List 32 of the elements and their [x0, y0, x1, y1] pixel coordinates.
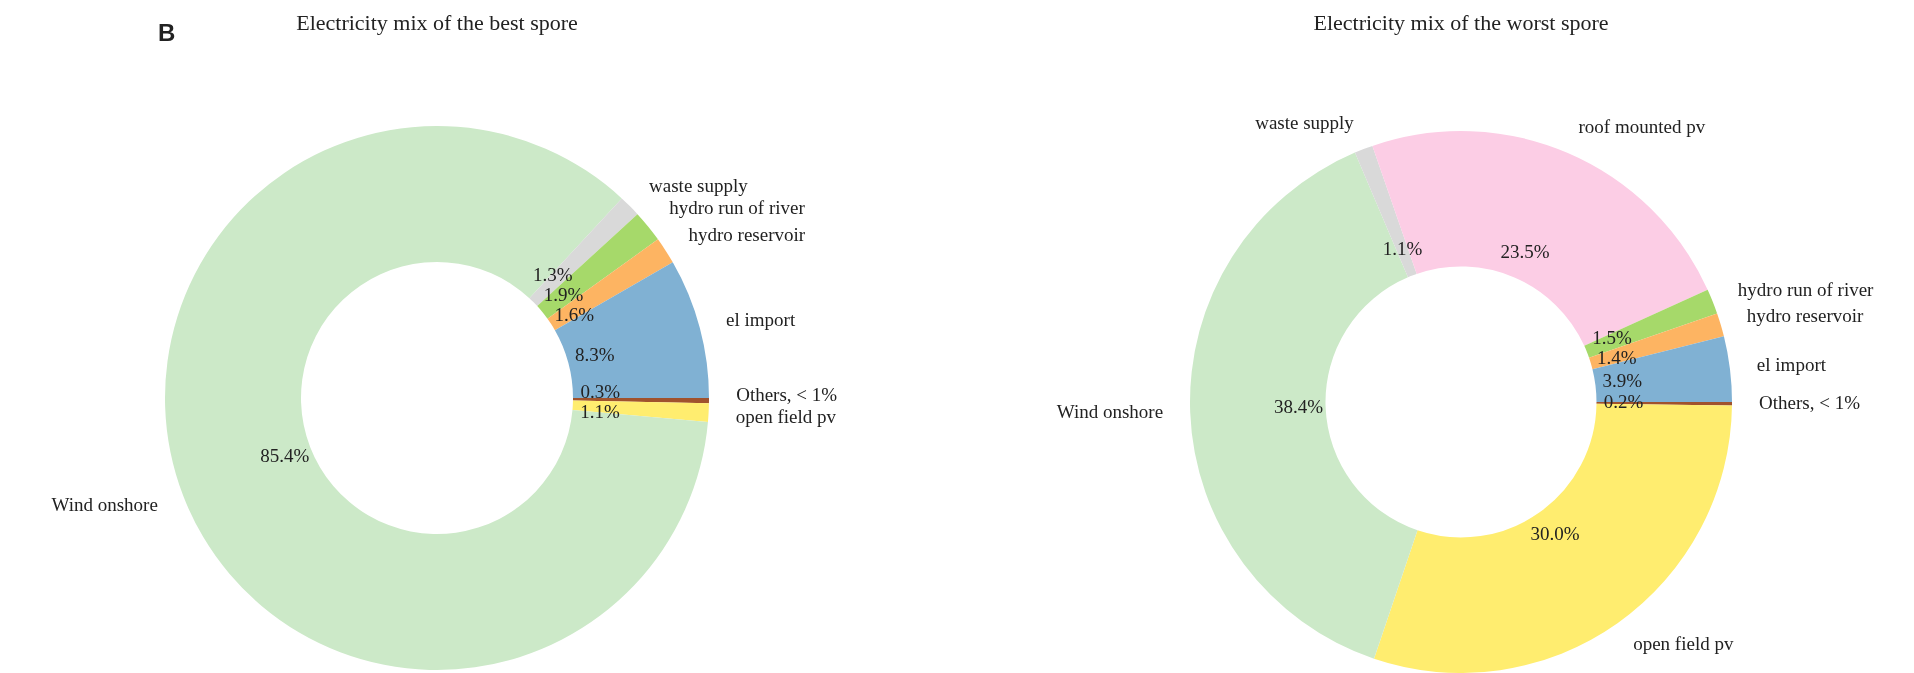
slice-label: el import	[1756, 353, 1827, 375]
chart-title: Electricity mix of the best spore	[296, 9, 578, 35]
slice-label: open field pv	[1633, 633, 1734, 655]
slice-label: open field pv	[735, 406, 837, 428]
text: B	[158, 18, 176, 46]
slice-label: Wind onshore	[51, 493, 158, 515]
data-label: 30.0%	[1530, 522, 1580, 544]
slice-label: Others, < 1%	[1759, 391, 1861, 413]
slice-label: Wind onshore	[1056, 401, 1164, 423]
slice-label: waste supply	[649, 174, 749, 196]
slice-label: el import	[726, 308, 796, 330]
data-label: 0.3%	[580, 381, 621, 403]
data-label: 8.3%	[574, 343, 615, 365]
data-label: 0.2%	[1603, 391, 1644, 413]
data-label: 38.4%	[1273, 396, 1324, 418]
chart-title: Electricity mix of the worst spore	[1313, 9, 1609, 35]
data-label: 85.4%	[260, 444, 310, 466]
slice-label: hydro reservoir	[688, 223, 806, 245]
data-label: 1.1%	[580, 401, 620, 423]
slice-label: Others, < 1%	[736, 384, 838, 406]
data-label: 1.5%	[1592, 326, 1632, 348]
data-label: 1.3%	[532, 263, 573, 285]
slice-label: waste supply	[1255, 111, 1355, 133]
data-label: 1.4%	[1597, 346, 1637, 368]
data-label: 1.9%	[543, 283, 584, 305]
slice-label: roof mounted pv	[1578, 116, 1706, 138]
slice-label: hydro reservoir	[1746, 305, 1865, 327]
data-label: 23.5%	[1500, 240, 1550, 262]
slice-label: hydro run of river	[669, 197, 806, 219]
data-label: 1.1%	[1382, 238, 1423, 260]
slice-label: hydro run of river	[1737, 279, 1875, 301]
data-label: 3.9%	[1602, 370, 1643, 392]
